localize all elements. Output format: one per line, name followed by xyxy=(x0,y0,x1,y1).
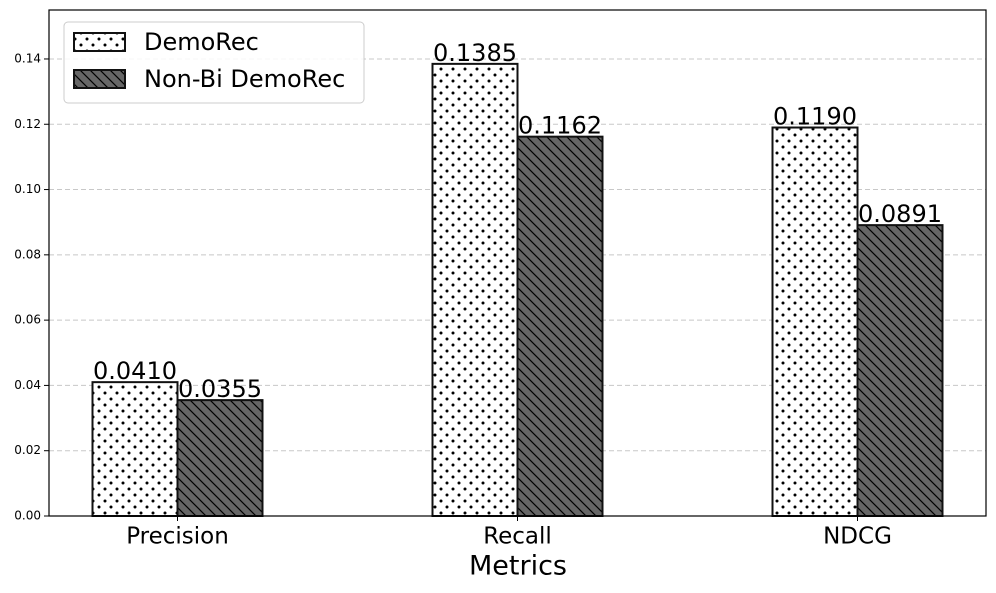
value-label: 0.0410 xyxy=(93,357,177,385)
bar-hatch xyxy=(856,224,944,517)
value-label: 0.0891 xyxy=(858,200,942,228)
y-tick-label: 0.08 xyxy=(14,247,41,261)
legend-swatch-hatch xyxy=(73,32,126,52)
value-label: 0.0355 xyxy=(178,375,262,403)
y-tick-label: 0.12 xyxy=(14,117,41,131)
plot-frame xyxy=(48,9,987,517)
bar-hatch xyxy=(431,62,519,518)
x-tick-label: Precision xyxy=(126,524,229,550)
y-tick-label: 0.14 xyxy=(14,51,41,65)
x-tick-label: Recall xyxy=(483,524,552,550)
y-tick-label: 0.04 xyxy=(14,378,41,392)
legend-swatch-hatch xyxy=(73,69,126,89)
legend-label: Non-Bi DemoRec xyxy=(144,65,345,93)
bar-hatch xyxy=(176,399,264,517)
value-label: 0.1385 xyxy=(433,39,517,67)
value-label: 0.1190 xyxy=(773,103,857,131)
bar-hatch xyxy=(771,126,859,517)
y-tick-label: 0.10 xyxy=(14,182,41,196)
x-axis-title: Metrics xyxy=(469,551,567,582)
y-tick-label: 0.02 xyxy=(14,443,41,457)
legend-box xyxy=(63,21,365,104)
x-tick-label: NDCG xyxy=(823,524,892,550)
bar-hatch xyxy=(516,135,604,517)
y-tick-label: 0.00 xyxy=(14,509,41,523)
value-label: 0.1162 xyxy=(518,112,602,140)
y-tick-label: 0.06 xyxy=(14,313,41,327)
legend-label: DemoRec xyxy=(144,28,259,56)
bar-hatch xyxy=(91,381,179,517)
